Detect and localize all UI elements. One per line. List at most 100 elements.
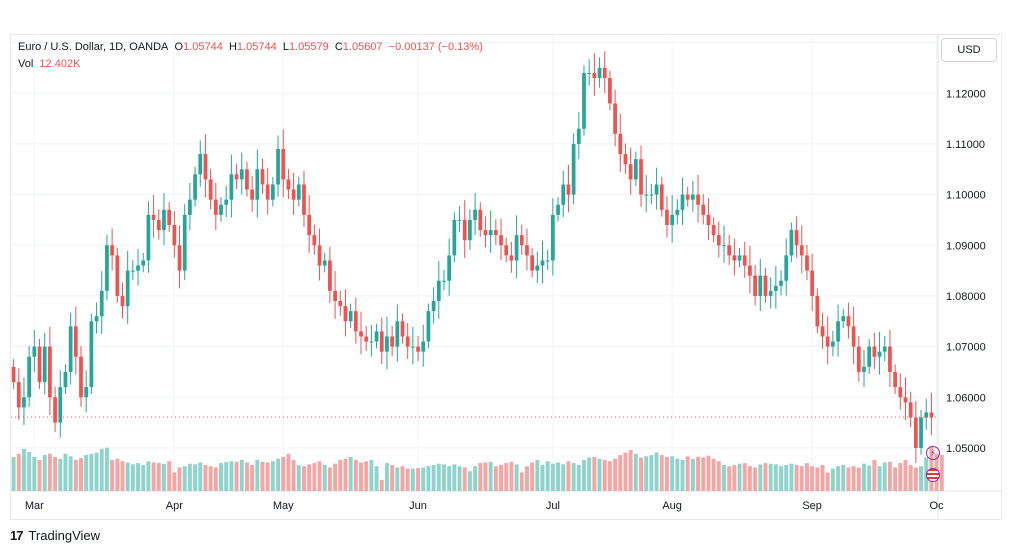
volume-bar — [156, 463, 161, 491]
candle-body — [156, 219, 161, 231]
candle-body — [89, 321, 94, 388]
y-tick-label: 1.10000 — [946, 190, 986, 202]
candle-body — [245, 169, 249, 190]
volume-bar — [919, 466, 924, 491]
volume-bar — [696, 456, 701, 491]
volume-bar — [99, 448, 104, 491]
candle-body — [815, 295, 820, 327]
candle-body — [499, 235, 503, 246]
candle-body — [219, 204, 223, 215]
candle-body — [659, 184, 664, 210]
volume-bar — [219, 463, 223, 491]
candle-body — [182, 214, 187, 271]
candle-body — [270, 184, 275, 200]
volume-bar — [550, 463, 555, 491]
close-value: 1.05607 — [342, 41, 383, 53]
y-tick-label: 1.11000 — [946, 139, 985, 151]
candle-body — [582, 73, 586, 129]
candle-body — [276, 149, 280, 185]
volume-bar — [613, 458, 618, 491]
candle-body — [856, 346, 861, 372]
candle-body — [872, 346, 877, 357]
candle-body — [680, 194, 685, 210]
volume-bar — [431, 464, 436, 491]
tradingview-branding[interactable]: 17 TradingView — [10, 528, 100, 543]
candle-body — [509, 255, 514, 261]
volume-bar — [146, 461, 151, 491]
candle-body — [63, 371, 68, 388]
candle-body — [141, 260, 146, 266]
volume-bar — [239, 460, 244, 491]
volume-bar — [333, 463, 338, 491]
candle-body — [224, 199, 229, 205]
high-value: 1.05744 — [236, 41, 277, 53]
volume-bar — [493, 466, 498, 491]
lightning-icon[interactable]: ⚡ — [926, 446, 940, 460]
volume-bar — [504, 463, 509, 491]
volume-bar — [607, 461, 612, 491]
candle-body — [825, 336, 830, 347]
candle-body — [753, 275, 757, 296]
volume-bar — [753, 467, 758, 491]
y-tick-label: 1.06000 — [946, 392, 986, 404]
candle-body — [203, 154, 208, 180]
volume-bar — [742, 463, 747, 491]
candle-body — [42, 346, 47, 383]
volume-bar — [784, 464, 789, 491]
volume-bar — [908, 464, 913, 491]
volume-bar — [110, 460, 115, 491]
candle-body — [79, 356, 83, 398]
candle-body — [592, 73, 597, 79]
candle-body — [421, 341, 426, 352]
volume-bar — [675, 458, 680, 491]
us-flag-icon[interactable] — [926, 468, 940, 482]
candle-body — [436, 280, 441, 301]
candle-body — [188, 199, 192, 215]
volume-bar — [177, 467, 182, 491]
candle-body — [58, 387, 63, 423]
volume-bar — [701, 457, 706, 491]
candle-body — [286, 179, 291, 190]
volume-bar — [410, 468, 415, 491]
volume-bar — [161, 463, 166, 491]
volume-bar — [732, 464, 737, 491]
candle-body — [255, 169, 260, 200]
volume-bar — [172, 472, 177, 491]
candle-body — [742, 255, 747, 266]
candle-body — [379, 331, 384, 352]
candle-body — [348, 311, 353, 322]
x-tick-label: May — [273, 500, 294, 512]
low-value: 1.05579 — [288, 41, 329, 53]
currency-button[interactable]: USD — [941, 38, 997, 62]
candle-body — [493, 230, 498, 236]
candle-body — [167, 209, 172, 225]
volume-bar — [488, 461, 493, 491]
volume-bar — [79, 458, 83, 491]
volume-bar — [768, 463, 773, 491]
volume-bar — [379, 479, 384, 491]
candle-body — [32, 346, 37, 357]
candle-body — [395, 321, 400, 347]
x-tick-label: Sep — [802, 500, 822, 512]
volume-bar — [302, 466, 306, 491]
volume-value: 12.402K — [39, 58, 81, 70]
volume-bar — [327, 467, 332, 491]
volume-bar — [11, 456, 16, 491]
volume-bar — [654, 452, 659, 491]
volume-bar — [265, 462, 270, 491]
volume-bar — [877, 466, 882, 491]
volume-bar — [457, 466, 462, 491]
candle-body — [239, 169, 244, 180]
candle-body — [447, 255, 452, 281]
open-value: 1.05744 — [183, 41, 223, 53]
volume-bar — [224, 461, 229, 491]
volume-bar — [535, 460, 540, 491]
candle-body — [551, 214, 555, 261]
candle-body — [125, 270, 130, 307]
candle-body — [333, 290, 337, 301]
volume-bar — [16, 453, 21, 491]
candle-body — [841, 316, 846, 322]
symbol-title[interactable]: Euro / U.S. Dollar, 1D, OANDA — [18, 41, 169, 53]
volume-bar — [151, 462, 156, 491]
